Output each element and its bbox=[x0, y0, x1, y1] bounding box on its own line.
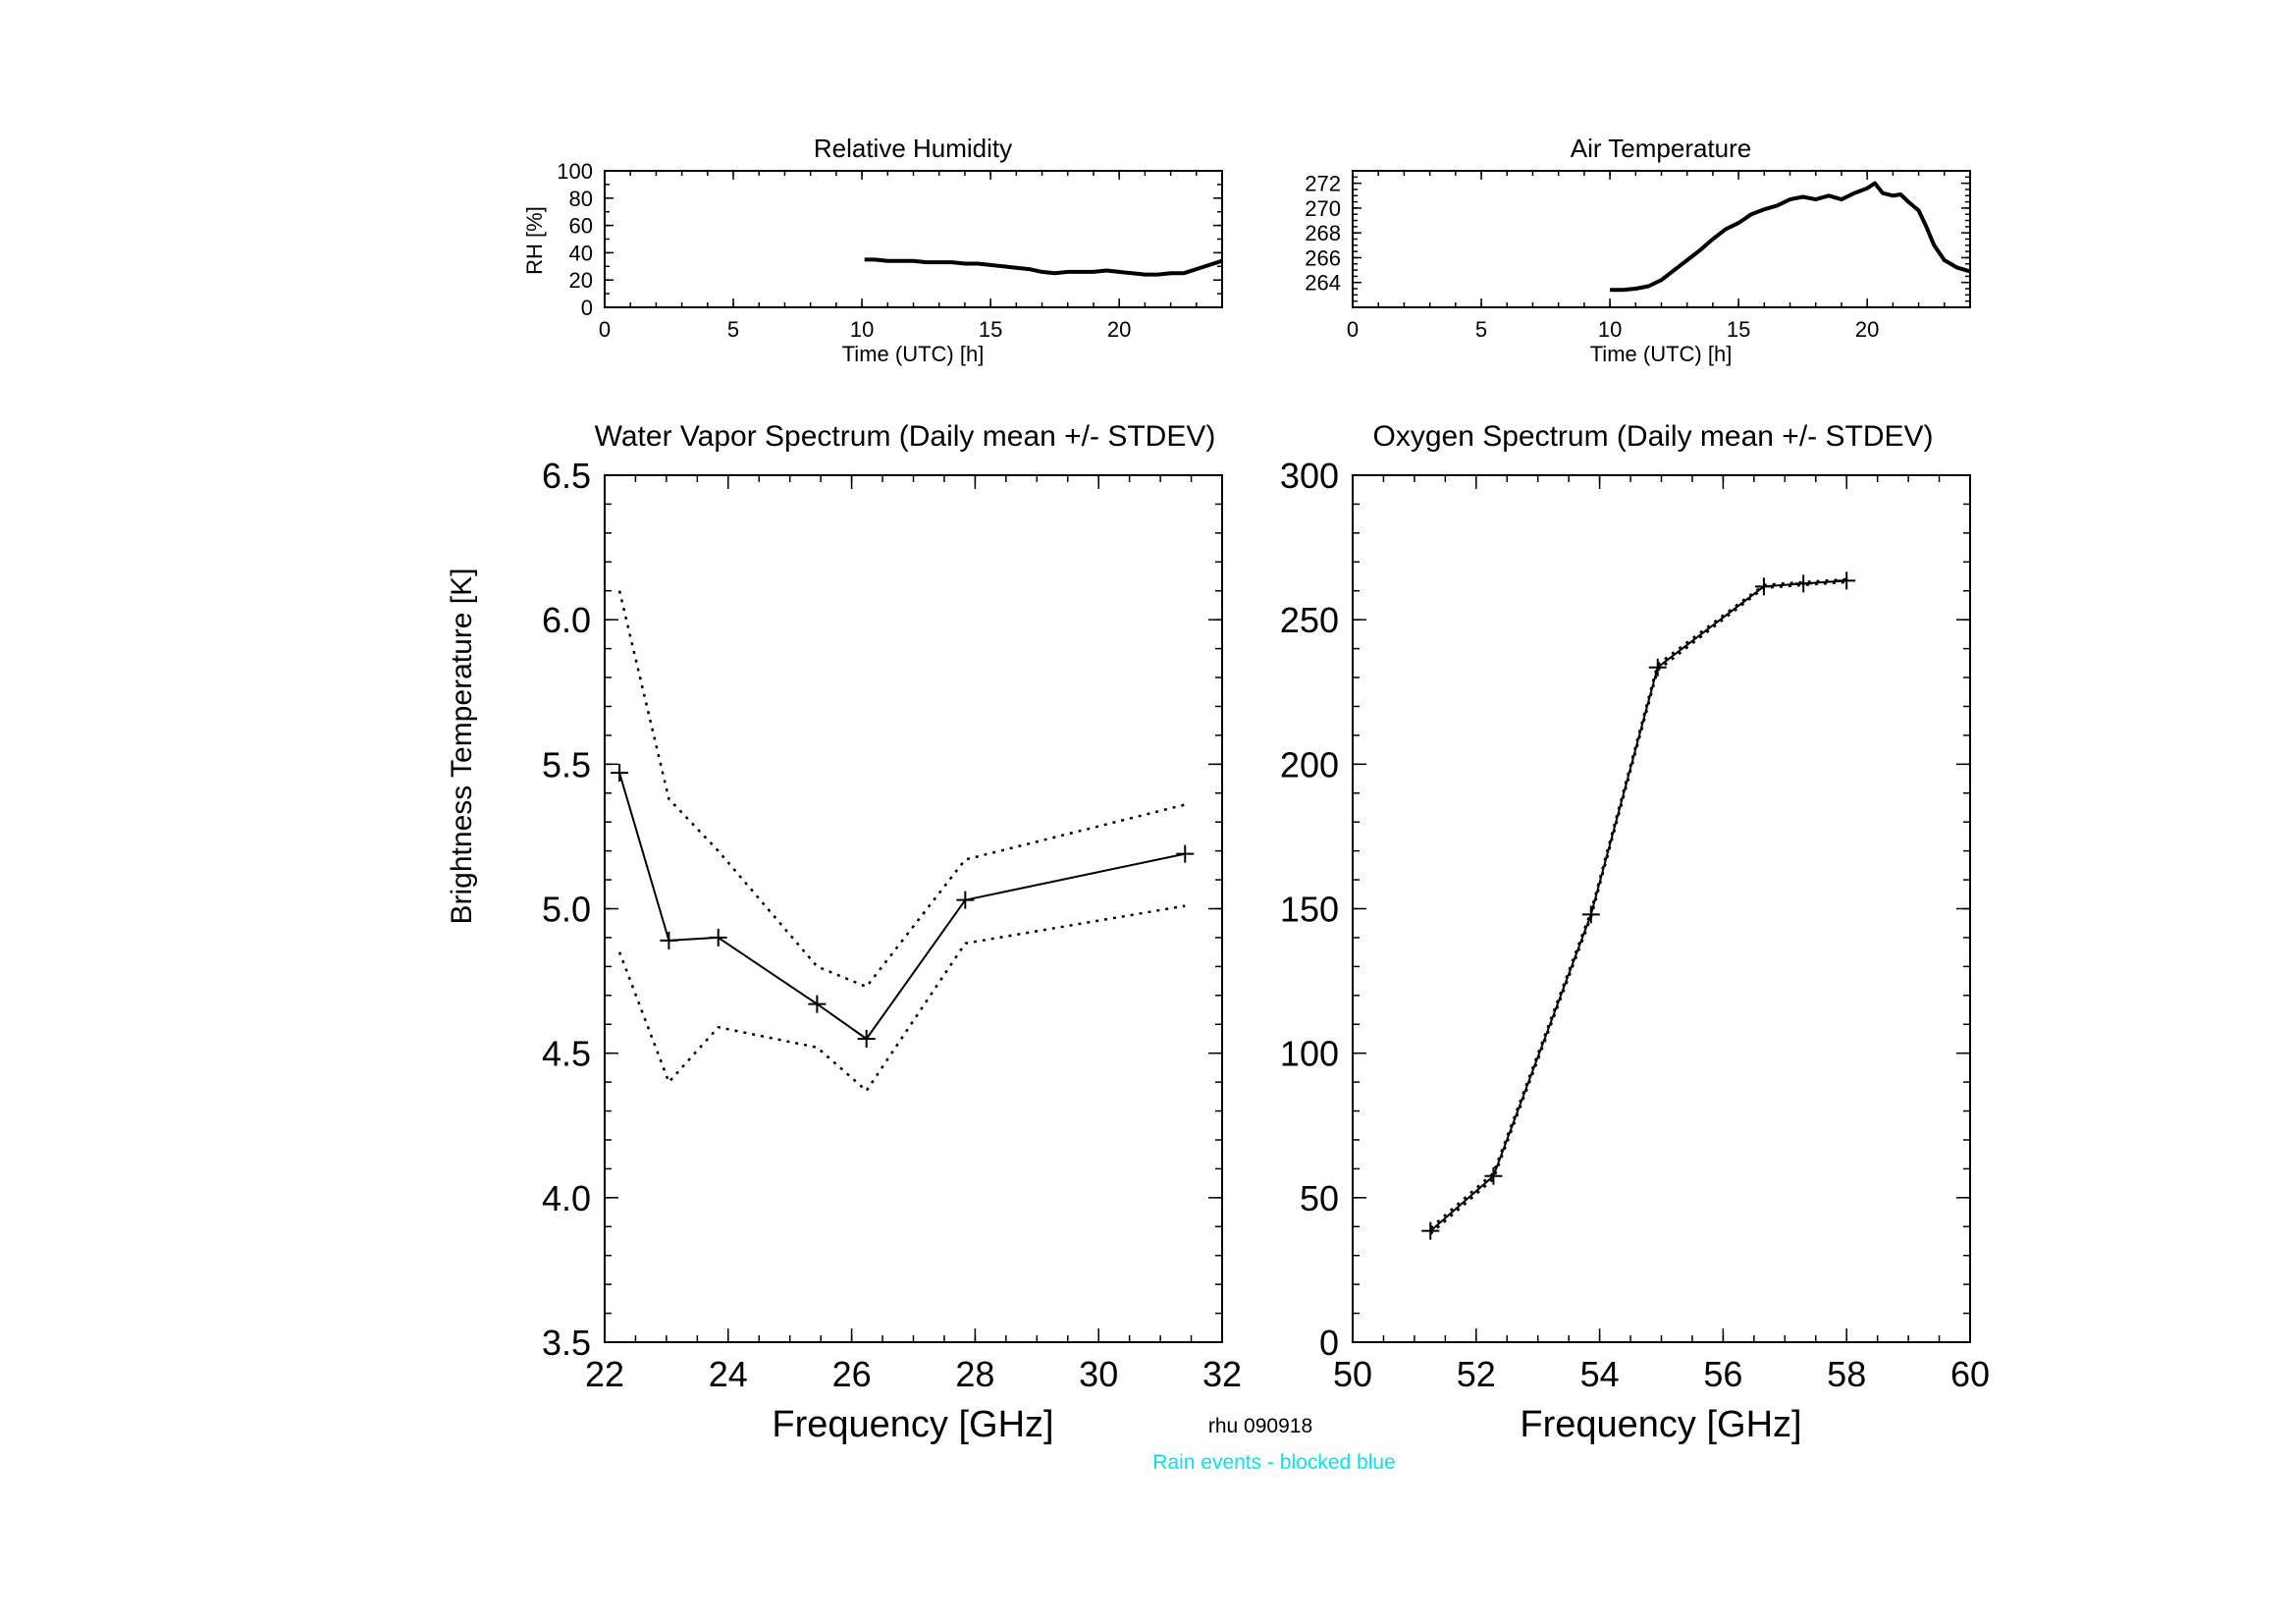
rh-y-tick-label: 20 bbox=[569, 268, 593, 293]
o2-title: Oxygen Spectrum (Daily mean +/- STDEV) bbox=[1372, 420, 1933, 453]
wv-y-tick-label: 6.0 bbox=[542, 600, 591, 640]
ta-xlabel: Time (UTC) [h] bbox=[1590, 342, 1733, 366]
ta-y-tick-label: 270 bbox=[1305, 196, 1341, 221]
rh-y-tick-label: 40 bbox=[569, 241, 593, 265]
ta-x-tick-label: 10 bbox=[1598, 317, 1622, 342]
ta-y-tick-label: 268 bbox=[1305, 221, 1341, 245]
rh-y-tick-label: 100 bbox=[557, 159, 593, 184]
o2-x-tick-label: 56 bbox=[1703, 1354, 1742, 1394]
o2-x-tick-label: 50 bbox=[1333, 1354, 1372, 1394]
wv-data-point-marker bbox=[808, 995, 827, 1013]
wv-data-point-marker bbox=[857, 1029, 876, 1048]
o2-y-tick-label: 150 bbox=[1280, 890, 1339, 930]
o2-data-point-marker bbox=[1754, 577, 1773, 596]
wv-panel: Water Vapor Spectrum (Daily mean +/- STD… bbox=[446, 420, 1242, 1445]
wv-x-tick-label: 22 bbox=[585, 1354, 624, 1394]
wv-xlabel: Frequency [GHz] bbox=[772, 1404, 1053, 1445]
wv-data-point-marker bbox=[611, 764, 629, 783]
wv-x-tick-label: 24 bbox=[709, 1354, 748, 1394]
rh-title: Relative Humidity bbox=[814, 134, 1012, 163]
ta-y-tick-label: 266 bbox=[1305, 245, 1341, 270]
rh-x-tick-label: 5 bbox=[727, 317, 739, 342]
ta-panel: Air Temperature Time (UTC) [h] 0 5 10 15 20 2… bbox=[1305, 134, 1971, 366]
o2-data-point-marker bbox=[1421, 1221, 1440, 1240]
wv-data-point-marker bbox=[956, 891, 975, 909]
wv-plot-area: 22 24 26 28 30 32 3.5 4.0 4.5 5.0 5.5 6.0 6.5 bbox=[542, 456, 1242, 1394]
ta-x-tick-label: 15 bbox=[1727, 317, 1750, 342]
o2-y-tick-label: 100 bbox=[1280, 1034, 1339, 1074]
wv-x-tick-label: 30 bbox=[1079, 1354, 1118, 1394]
wv-y-tick-label: 5.5 bbox=[542, 744, 591, 784]
ta-title: Air Temperature bbox=[1571, 134, 1752, 163]
wv-ylabel: Brightness Temperature [K] bbox=[446, 568, 478, 925]
wv-y-tick-label: 4.0 bbox=[542, 1178, 591, 1218]
wv-data-point-marker bbox=[660, 931, 678, 949]
o2-x-tick-label: 60 bbox=[1950, 1354, 1990, 1394]
rh-ylabel: RH [%] bbox=[522, 206, 547, 275]
rain-events-note: Rain events - blocked blue bbox=[1152, 1451, 1395, 1474]
o2-y-tick-label: 50 bbox=[1300, 1178, 1339, 1218]
ta-x-tick-label: 0 bbox=[1347, 317, 1359, 342]
o2-x-tick-label: 54 bbox=[1580, 1354, 1620, 1394]
station-date-label: rhu 090918 bbox=[1208, 1415, 1312, 1437]
wv-series-line-1 bbox=[617, 590, 1186, 989]
o2-x-tick-label: 58 bbox=[1827, 1354, 1866, 1394]
o2-y-tick-label: 0 bbox=[1319, 1323, 1339, 1363]
rh-x-tick-label: 10 bbox=[850, 317, 874, 342]
wv-title: Water Vapor Spectrum (Daily mean +/- STD… bbox=[595, 420, 1216, 453]
wv-y-tick-label: 6.5 bbox=[542, 456, 591, 496]
wv-x-tick-label: 32 bbox=[1202, 1354, 1242, 1394]
rh-y-tick-label: 0 bbox=[581, 296, 593, 320]
o2-data-point-marker bbox=[1581, 905, 1600, 924]
o2-data-point-marker bbox=[1794, 574, 1813, 593]
rh-xlabel: Time (UTC) [h] bbox=[842, 342, 985, 366]
wv-x-tick-label: 26 bbox=[832, 1354, 872, 1394]
o2-panel: Oxygen Spectrum (Daily mean +/- STDEV) F… bbox=[1280, 420, 1990, 1445]
o2-xlabel: Frequency [GHz] bbox=[1520, 1404, 1801, 1445]
wv-data-point-marker bbox=[1176, 844, 1195, 863]
ta-y-tick-label: 264 bbox=[1305, 271, 1341, 296]
wv-y-tick-label: 3.5 bbox=[542, 1323, 591, 1363]
wv-x-tick-label: 28 bbox=[955, 1354, 994, 1394]
wv-data-point-marker bbox=[709, 928, 727, 947]
wv-series-line-2 bbox=[617, 904, 1186, 1093]
ta-x-tick-label: 20 bbox=[1855, 317, 1879, 342]
ta-y-tick-label: 272 bbox=[1305, 172, 1341, 196]
rh-x-tick-label: 15 bbox=[979, 317, 1002, 342]
rh-y-tick-label: 80 bbox=[569, 187, 593, 211]
o2-y-tick-label: 200 bbox=[1280, 744, 1339, 784]
rh-x-tick-label: 0 bbox=[599, 317, 611, 342]
ta-x-tick-label: 5 bbox=[1475, 317, 1487, 342]
o2-x-tick-label: 52 bbox=[1457, 1354, 1496, 1394]
rh-panel: Relative Humidity Time (UTC) [h] RH [%] … bbox=[522, 134, 1223, 366]
o2-y-tick-label: 250 bbox=[1280, 600, 1339, 640]
rh-x-tick-label: 20 bbox=[1107, 317, 1131, 342]
wv-y-tick-label: 4.5 bbox=[542, 1034, 591, 1074]
wv-y-tick-label: 5.0 bbox=[542, 890, 591, 930]
o2-y-tick-label: 300 bbox=[1280, 456, 1339, 496]
o2-data-point-marker bbox=[1648, 658, 1667, 676]
o2-data-point-marker bbox=[1838, 571, 1856, 590]
rh-series-line-0 bbox=[864, 257, 1223, 277]
o2-data-point-marker bbox=[1484, 1166, 1503, 1185]
rh-y-tick-label: 60 bbox=[569, 214, 593, 239]
ta-series-line-0 bbox=[1610, 181, 1971, 293]
